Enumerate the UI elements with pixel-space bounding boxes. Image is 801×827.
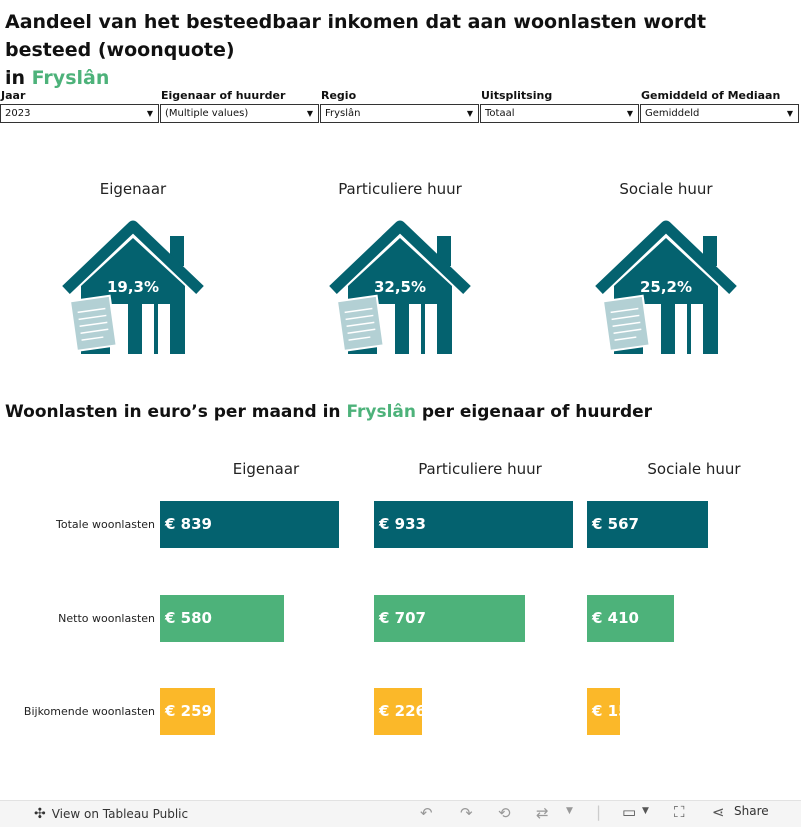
filter-label: Uitsplitsing bbox=[481, 89, 553, 102]
page-title: Aandeel van het besteedbaar inkomen dat … bbox=[5, 8, 795, 92]
filter-value: Totaal bbox=[485, 108, 515, 119]
bar[interactable]: € 410 bbox=[587, 595, 674, 642]
refresh-icon[interactable]: ⇄ bbox=[536, 804, 549, 822]
view-on-tableau-link[interactable]: ✣ View on Tableau Public bbox=[34, 806, 188, 822]
filter-value: Gemiddeld bbox=[645, 108, 700, 119]
revert-icon[interactable]: ⟲ bbox=[498, 804, 511, 822]
column-header: Sociale huur bbox=[647, 460, 741, 478]
section-title: Woonlasten in euro’s per maand in Fryslâ… bbox=[5, 402, 652, 422]
house-icon bbox=[595, 220, 737, 354]
filter-label: Regio bbox=[321, 89, 357, 102]
filter-gemiddeld-mediaan: Gemiddeld of Mediaan Gemiddeld ▼ bbox=[640, 88, 799, 123]
filter-bar: Jaar 2023 ▼ Eigenaar of huurder (Multipl… bbox=[0, 88, 801, 128]
comment-icon[interactable]: ▭ bbox=[622, 803, 637, 821]
woonquote-value: 25,2% bbox=[639, 278, 693, 296]
bar[interactable]: € 839 bbox=[160, 501, 339, 548]
column-header: Particuliere huur bbox=[418, 460, 542, 478]
filter-label: Eigenaar of huurder bbox=[161, 89, 286, 102]
filter-label: Jaar bbox=[1, 89, 26, 102]
section-title-suffix: per eigenaar of huurder bbox=[421, 402, 653, 422]
eigenaar-huurder-dropdown[interactable]: (Multiple values) ▼ bbox=[160, 104, 319, 123]
title-region: Fryslân bbox=[31, 67, 110, 89]
house-eigenaar: Eigenaar 19,3% bbox=[33, 178, 233, 361]
house-icon bbox=[62, 220, 204, 354]
row-label: Netto woonlasten bbox=[58, 612, 155, 625]
house-sociale-huur: Sociale huur 25,2% bbox=[566, 178, 766, 361]
comment-dropdown-icon[interactable]: ▼ bbox=[642, 806, 649, 816]
filter-eigenaar-huurder: Eigenaar of huurder (Multiple values) ▼ bbox=[160, 88, 319, 123]
dropdown-arrow-icon: ▼ bbox=[626, 109, 633, 118]
section-title-prefix: Woonlasten in euro’s per maand in bbox=[5, 402, 341, 422]
row-label: Bijkomende woonlasten bbox=[23, 705, 155, 718]
redo-icon[interactable]: ↷ bbox=[460, 804, 473, 822]
tableau-toolbar: ✣ View on Tableau Public ↶ ↷ ⟲ ⇄ ▼ | ▭ ▼ … bbox=[0, 800, 801, 827]
house-title: Eigenaar bbox=[99, 180, 167, 198]
fullscreen-icon[interactable]: ⛶ bbox=[674, 803, 685, 821]
house-title: Particuliere huur bbox=[338, 180, 462, 198]
filter-uitsplitsing: Uitsplitsing Totaal ▼ bbox=[480, 88, 639, 123]
filter-jaar: Jaar 2023 ▼ bbox=[0, 88, 159, 123]
tableau-logo-icon: ✣ bbox=[34, 806, 46, 822]
bar[interactable]: € 933 bbox=[374, 501, 573, 548]
row-label: Totale woonlasten bbox=[56, 518, 155, 531]
title-main: Aandeel van het besteedbaar inkomen dat … bbox=[5, 11, 707, 61]
view-label: View on Tableau Public bbox=[51, 807, 189, 821]
section-title-region: Fryslân bbox=[346, 402, 416, 422]
filter-value: (Multiple values) bbox=[165, 108, 249, 119]
column-header: Eigenaar bbox=[232, 460, 300, 478]
undo-icon[interactable]: ↶ bbox=[420, 804, 433, 822]
house-title: Sociale huur bbox=[619, 180, 713, 198]
dropdown-arrow-icon: ▼ bbox=[146, 109, 153, 118]
regio-dropdown[interactable]: Fryslân ▼ bbox=[320, 104, 479, 123]
jaar-dropdown[interactable]: 2023 ▼ bbox=[0, 104, 159, 123]
share-icon[interactable]: ⋖ bbox=[712, 803, 725, 821]
filter-label: Gemiddeld of Mediaan bbox=[641, 89, 781, 102]
title-in: in bbox=[5, 67, 26, 89]
filter-value: Fryslân bbox=[325, 108, 361, 119]
bar[interactable]: € 567 bbox=[587, 501, 708, 548]
dropdown-arrow-icon: ▼ bbox=[466, 109, 473, 118]
woonquote-value: 32,5% bbox=[373, 278, 427, 296]
house-icon bbox=[329, 220, 471, 354]
bar[interactable]: € 15 bbox=[587, 688, 620, 735]
bar[interactable]: € 580 bbox=[160, 595, 284, 642]
refresh-dropdown-icon[interactable]: ▼ bbox=[566, 806, 573, 816]
bar[interactable]: € 226 bbox=[374, 688, 422, 735]
toolbar-divider: | bbox=[596, 803, 602, 821]
share-button[interactable]: Share bbox=[734, 804, 769, 818]
dropdown-arrow-icon: ▼ bbox=[306, 109, 313, 118]
house-particuliere-huur: Particuliere huur 32,5% bbox=[300, 178, 500, 361]
dropdown-arrow-icon: ▼ bbox=[786, 109, 793, 118]
filter-value: 2023 bbox=[5, 108, 31, 119]
filter-regio: Regio Fryslân ▼ bbox=[320, 88, 479, 123]
uitsplitsing-dropdown[interactable]: Totaal ▼ bbox=[480, 104, 639, 123]
bar[interactable]: € 707 bbox=[374, 595, 525, 642]
woonquote-value: 19,3% bbox=[106, 278, 160, 296]
gemiddeld-mediaan-dropdown[interactable]: Gemiddeld ▼ bbox=[640, 104, 799, 123]
bar[interactable]: € 259 bbox=[160, 688, 215, 735]
